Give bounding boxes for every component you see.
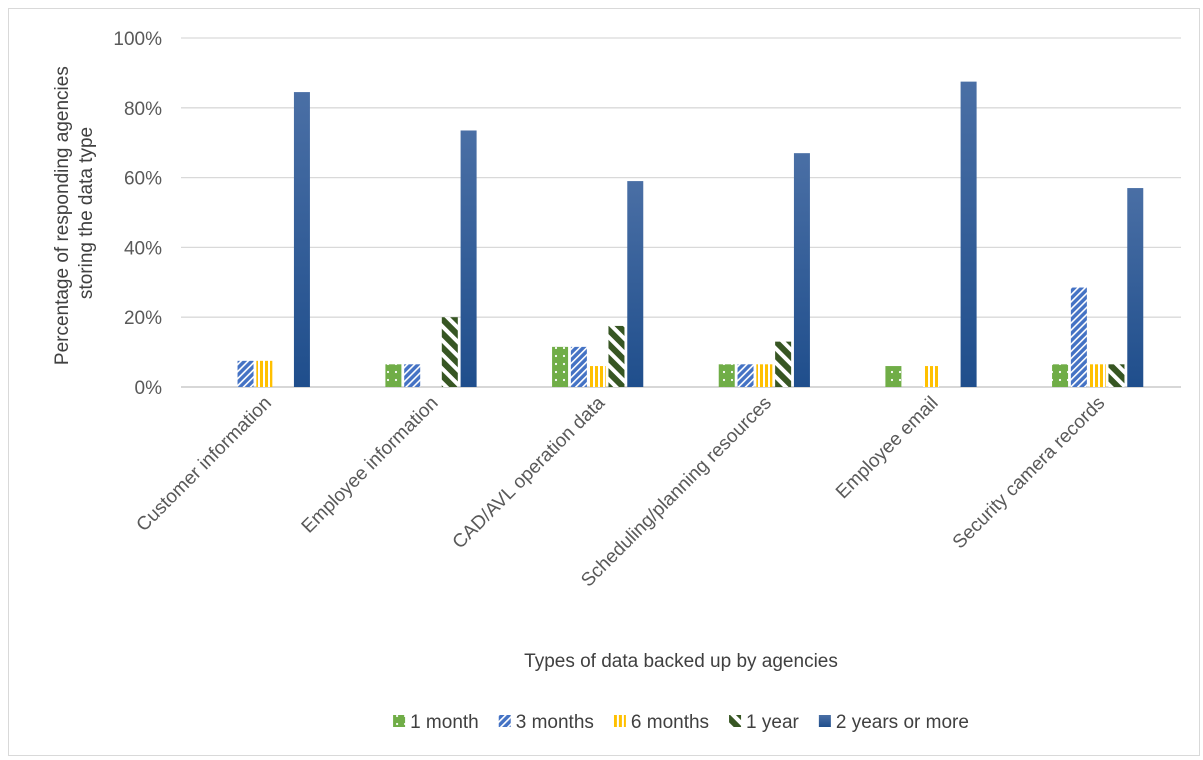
y-tick-label: 0% (135, 378, 163, 399)
bar-3-months-2 (404, 364, 421, 387)
category-label: Employee email (832, 393, 942, 503)
bar-2-years-or-more-5 (960, 81, 977, 387)
bar-1-month-3 (552, 346, 569, 387)
category-label: Scheduling/planning resources (577, 393, 776, 592)
legend-item: 3 months (498, 712, 594, 733)
bar-3-months-3 (570, 346, 587, 387)
legend-swatch (818, 715, 831, 727)
bar-2-years-or-more-4 (793, 153, 810, 387)
y-axis-title-line-2: storing the data type (76, 127, 97, 299)
legend-label: 2 years or more (836, 712, 969, 733)
bar-2-years-or-more-3 (627, 181, 644, 387)
bar-2-years-or-more-6 (1127, 188, 1144, 387)
legend-item: 2 years or more (818, 712, 969, 733)
category-label: Employee information (298, 393, 443, 538)
bar-1-year-6 (1108, 364, 1125, 387)
bar-6-months-5 (923, 366, 939, 387)
bar-2-years-or-more-2 (460, 130, 477, 388)
bar-3-months-6 (1070, 287, 1087, 387)
legend-label: 1 month (410, 712, 479, 733)
y-tick-label: 100% (113, 29, 162, 50)
gridlines (181, 37, 1181, 388)
category-label: Customer information (133, 393, 276, 536)
bar-2-years-or-more-1 (293, 92, 310, 387)
legend: 1 month 3 months 6 months 1 year 2 years or … (393, 712, 969, 733)
legend-label: 6 months (631, 712, 709, 733)
category-label: CAD/AVL operation data (449, 392, 610, 553)
legend-label: 1 year (746, 712, 799, 733)
legend-label: 3 months (516, 712, 594, 733)
bar-1-month-6 (1052, 364, 1069, 387)
y-tick-labels: 0% 20% 40% 60% 80% 100% (113, 29, 162, 399)
bar-3-months-4 (737, 364, 754, 387)
bar-1-year-3 (608, 325, 625, 387)
bar-1-month-5 (885, 366, 902, 387)
bar-6-months-1 (256, 360, 273, 387)
y-axis-title-line-1: Percentage of responding agencies (52, 66, 73, 365)
bars (237, 81, 1144, 388)
legend-swatch (729, 715, 742, 727)
bar-6-months-3 (589, 366, 606, 387)
bar-1-year-4 (775, 341, 792, 387)
category-label: Security camera records (949, 393, 1109, 553)
bar-6-months-6 (1089, 364, 1106, 387)
bar-6-months-4 (756, 364, 773, 387)
legend-item: 6 months (613, 712, 709, 733)
legend-swatch (498, 715, 511, 727)
bar-1-month-2 (385, 364, 402, 387)
category-labels: Customer information Employee information… (133, 392, 1110, 591)
legend-item: 1 month (393, 712, 479, 733)
legend-swatch (393, 715, 406, 727)
bar-3-months-1 (237, 360, 254, 387)
y-axis-title: Percentage of responding agencies storin… (52, 61, 97, 365)
y-tick-label: 80% (124, 99, 162, 120)
x-axis-title: Types of data backed up by agencies (524, 651, 838, 672)
y-tick-label: 40% (124, 238, 162, 259)
y-tick-label: 60% (124, 169, 162, 190)
bar-1-year-2 (441, 317, 458, 387)
legend-item: 1 year (729, 712, 800, 733)
bar-1-month-4 (718, 364, 735, 387)
legend-swatch (613, 715, 626, 727)
y-tick-label: 20% (124, 308, 162, 329)
